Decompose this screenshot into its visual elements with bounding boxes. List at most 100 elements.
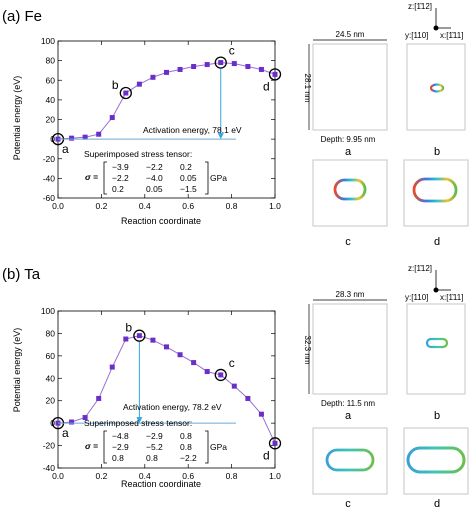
y-tick-label: -20 <box>43 154 56 164</box>
stress-symbol-fe: σ = <box>85 172 98 182</box>
state-marker-c <box>214 56 227 69</box>
stress-matrix-ta: −4.8 −2.9 0.8−2.9 −5.2 0.80.8 0.8 −2.2 <box>112 431 197 463</box>
matrix-cell: 0.05 <box>180 173 197 183</box>
stress-unit-ta: GPa <box>210 442 227 452</box>
x-tick-label: 0.4 <box>139 471 151 481</box>
data-point <box>204 369 210 375</box>
matrix-cell: 0.8 <box>146 453 158 463</box>
point-labels-fe: a b c d <box>51 44 282 156</box>
matrix-cell: −4.8 <box>112 431 129 441</box>
width-label-fe: 24.5 nm <box>336 30 365 39</box>
y-tick-label: 100 <box>41 306 55 316</box>
stress-tensor-fe: Superimposed stress tensor: σ = −3.9 −2.2… <box>84 149 227 195</box>
stress-unit-fe: GPa <box>210 173 227 183</box>
x-tick-label: 0.4 <box>139 201 151 211</box>
y-axis-label-fe: Potential energy (eV) <box>12 76 22 161</box>
series-points-ta <box>55 333 278 446</box>
depth-label-ta: Depth: 11.5 nm <box>321 399 375 408</box>
data-point <box>191 360 197 366</box>
snapshot-d-fe: d <box>403 159 469 248</box>
data-point <box>231 61 237 67</box>
state-marker-b <box>133 329 146 342</box>
data-point <box>69 419 75 425</box>
y-tick-label: -40 <box>43 173 56 183</box>
data-point <box>96 395 102 401</box>
chart-panel-ta: (b) Ta Potential energy (eV) Reaction co… <box>2 266 281 489</box>
snapshot-a-ta: 28.3 nm 32.3 nm Depth: 11.5 nm a <box>303 290 388 422</box>
matrix-cell: −3.9 <box>112 162 129 172</box>
caption-c-ta: c <box>345 498 351 510</box>
panel-title-fe: (a) Fe <box>2 8 42 25</box>
x-tick-label: 0.0 <box>52 201 64 211</box>
stress-title-fe: Superimposed stress tensor: <box>84 149 192 159</box>
x-tick-label: 0.6 <box>182 471 194 481</box>
chart-panel-fe: (a) Fe Potential energy (eV) Reaction co… <box>2 8 281 226</box>
data-point <box>136 81 142 87</box>
axis-x-fe: x:[1̄11] <box>440 31 463 40</box>
snapshot-c-fe: c <box>312 159 388 248</box>
matrix-bracket-left <box>103 430 107 464</box>
activation-label-fe: Activation energy, 78.1 eV <box>143 125 242 135</box>
x-tick-label: 0.2 <box>95 201 107 211</box>
data-point <box>82 415 88 421</box>
state-label-a: a <box>62 426 69 440</box>
data-point <box>177 66 183 72</box>
state-label-c: c <box>229 44 235 58</box>
matrix-bracket-right <box>205 430 209 464</box>
y-tick-label: -40 <box>43 463 56 473</box>
axis-z-fe: z:[1̄12] <box>408 2 432 11</box>
state-label-d: d <box>263 79 270 93</box>
x-tick-label: 0.6 <box>182 201 194 211</box>
y-tick-label: 60 <box>46 351 56 361</box>
data-point <box>164 69 169 75</box>
matrix-cell: −4.0 <box>146 173 163 183</box>
data-point <box>150 74 156 80</box>
y-tick-label: 40 <box>46 95 56 105</box>
stress-title-ta: Superimposed stress tensor: <box>84 418 192 428</box>
x-tick-label: 0.8 <box>226 201 238 211</box>
activation-label-ta: Activation energy, 78.2 eV <box>123 402 222 412</box>
snapshot-a-fe: 24.5 nm 28.1 nm Depth: 9.95 nm a <box>303 30 388 158</box>
axis-y-ta: y:[110] <box>405 293 428 302</box>
stress-matrix-fe: −3.9 −2.2 0.2−2.2 −4.0 0.050.2 0.05 −1.5 <box>112 162 197 194</box>
caption-b-ta: b <box>434 410 440 422</box>
data-point <box>218 60 224 66</box>
stress-symbol-ta: σ = <box>85 441 98 451</box>
data-point <box>69 135 75 141</box>
matrix-cell: −1.5 <box>180 184 197 194</box>
axis-x-ta: x:[1̄11] <box>440 293 463 302</box>
axis-z-ta: z:[1̄12] <box>408 264 432 273</box>
state-marker-d <box>268 437 282 450</box>
matrix-cell: −2.9 <box>112 442 129 452</box>
state-label-b: b <box>125 321 132 335</box>
matrix-cell: −2.2 <box>180 453 197 463</box>
matrix-cell: −2.2 <box>146 162 163 172</box>
x-tick-label: 1.0 <box>269 471 281 481</box>
depth-label-fe: Depth: 9.95 nm <box>321 135 376 144</box>
matrix-cell: 0.05 <box>146 184 163 194</box>
matrix-cell: 0.8 <box>180 442 192 452</box>
y-tick-label: -20 <box>43 441 56 451</box>
data-point <box>109 115 115 121</box>
snapshots-fe: z:[1̄12] y:[110] x:[1̄11] 24.5 nm 28.1 n… <box>303 2 469 248</box>
y-tick-label: 20 <box>46 115 56 125</box>
width-label-ta: 28.3 nm <box>336 290 365 299</box>
height-label-ta: 32.3 nm <box>303 336 312 365</box>
y-tick-label: -60 <box>43 193 56 203</box>
y-tick-label: 80 <box>46 328 56 338</box>
data-point <box>96 131 102 137</box>
matrix-cell: −5.2 <box>146 442 163 452</box>
state-marker-b <box>119 86 132 100</box>
matrix-bracket-left <box>103 161 107 195</box>
y-tick-label: 80 <box>46 56 56 66</box>
y-tick-label: 60 <box>46 75 56 85</box>
caption-d-ta: d <box>434 498 440 510</box>
data-point <box>245 64 251 70</box>
matrix-cell: 0.8 <box>180 431 192 441</box>
snapshot-d-ta: d <box>403 427 469 510</box>
data-point <box>272 440 278 446</box>
x-tick-label: 1.0 <box>269 201 281 211</box>
state-marker-c <box>214 368 227 382</box>
data-point <box>231 383 237 389</box>
